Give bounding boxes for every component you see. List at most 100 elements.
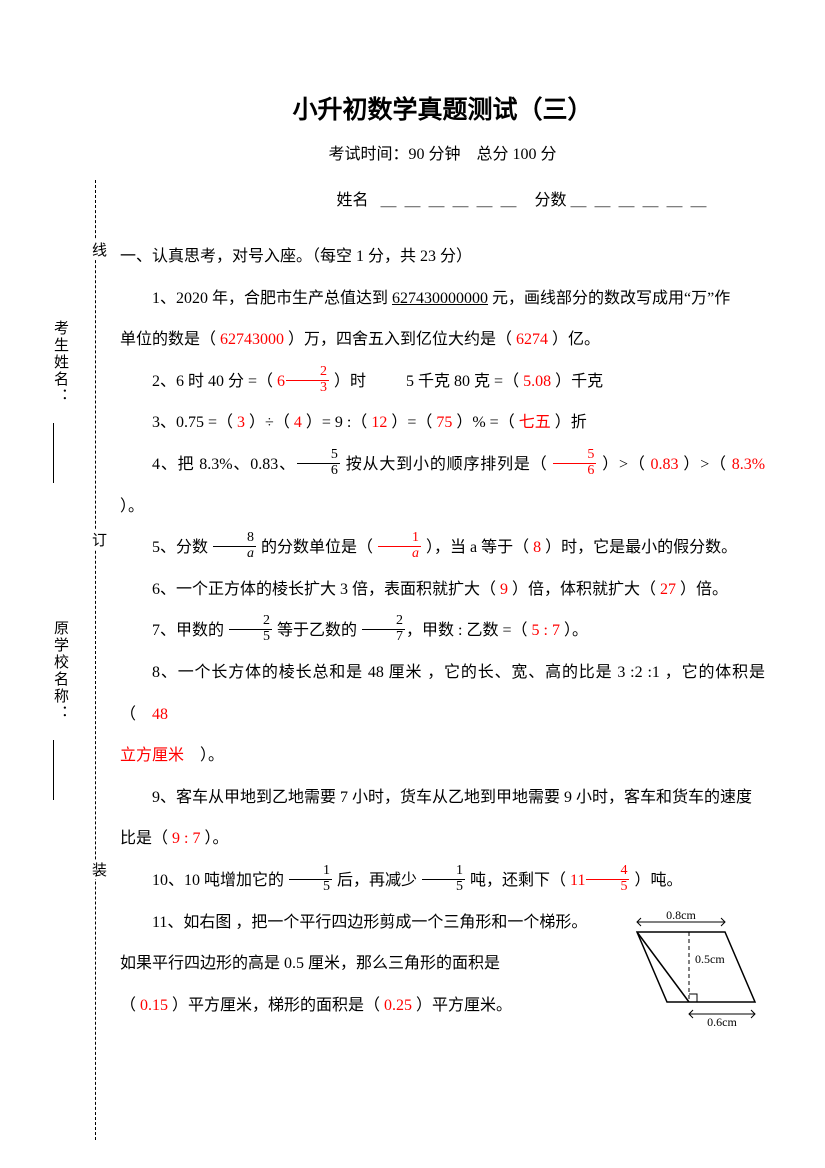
fig-bottom-label: 0.6cm (707, 1015, 737, 1028)
q11-l3c: ）平方厘米。 (412, 997, 512, 1014)
q10: 10、10 吨增加它的 15 后，再减少 15 吨，还剩下（ 1145 ）吨。 (120, 860, 765, 902)
q10-ad: 5 (586, 880, 629, 895)
q4: 4、把 8.3%、0.83、56 按从大到小的顺序排列是（ 56 ）>（ 0.8… (120, 444, 765, 527)
q5-a1: 1a (377, 539, 422, 556)
q10-f1: 15 (289, 864, 332, 894)
q4-post: ）。 (120, 498, 144, 515)
q7: 7、甲数的 25 等于乙数的 27，甲数 : 乙数 =（ 5 : 7 ）。 (120, 610, 765, 652)
q3: 3、0.75 =（ 3 ）÷（ 4 ）= 9 :（ 12 ）=（ 75 ）% =… (120, 402, 765, 444)
q7-m1: 等于乙数的 (273, 622, 361, 639)
q3-m2: ）= 9 :（ (302, 414, 371, 431)
q4-a1: 56 (552, 456, 597, 473)
q10-an: 4 (586, 864, 629, 880)
q4-a2: 0.83 (651, 456, 679, 473)
q8-l1: 8、一个长方体的棱长总和是 48 厘米 ，它的长、宽、高的比是 3 :2 :1 … (120, 664, 765, 723)
q10-f2: 15 (422, 864, 465, 894)
q2a-ans: 623 (277, 373, 330, 390)
label-school-text: 原学校名称： (52, 620, 68, 722)
q1-ans2: 6274 (516, 331, 548, 348)
q7-f2d: 7 (362, 630, 405, 645)
q7-f1: 25 (229, 614, 272, 644)
page-subtitle: 考试时间：90 分钟 总分 100 分 (120, 140, 765, 164)
q1-l2a: 单位的数是（ (120, 331, 220, 348)
q1-underlined: 627430000000 (392, 290, 488, 307)
q6-pre: 6、一个正方体的棱长扩大 3 倍，表面积就扩大（ (152, 581, 500, 598)
q5-m1: 的分数单位是（ (257, 539, 377, 556)
score-label: 分数 (535, 192, 567, 209)
q4-a1d: 6 (553, 464, 596, 479)
name-blank: ＿ ＿ ＿ ＿ ＿ ＿ (380, 186, 518, 210)
blank-line (53, 423, 67, 483)
q3-a1: 3 (237, 414, 245, 431)
q6: 6、一个正方体的棱长扩大 3 倍，表面积就扩大（ 9 ）倍，体积就扩大（ 27 … (120, 569, 765, 611)
q1-line1: 1、2020 年，合肥市生产总值达到 627430000000 元，画线部分的数… (120, 278, 765, 320)
q9-line2: 比是（ 9 : 7 ）。 (120, 818, 765, 860)
q2: 2、6 时 40 分 =（ 623 ）时 5 千克 80 克 =（ 5.08 ）… (120, 361, 765, 403)
q1-post1: 元，画线部分的数改写成用“万”作 (488, 290, 730, 307)
q9-l2b: ）。 (200, 830, 228, 847)
q2a-whole: 6 (277, 373, 285, 390)
q5-a1d: a (378, 547, 421, 562)
q5-fn: 8 (213, 531, 256, 547)
q3-a2: 4 (294, 414, 302, 431)
q4-gt1: ）>（ (597, 456, 650, 473)
q11-figure: 0.8cm 0.5cm 0.6cm (605, 908, 765, 1028)
q8-l2a: 立方厘米 (120, 747, 184, 764)
q10-post: ）吨。 (630, 872, 682, 889)
q3-a3: 12 (371, 414, 387, 431)
q4-frac: 56 (297, 448, 340, 478)
parallelogram-diagram: 0.8cm 0.5cm 0.6cm (605, 908, 765, 1028)
q6-a2: 27 (660, 581, 676, 598)
q10-ans: 1145 (570, 872, 630, 889)
q1-l2b: ）万，四舍五入到亿位大约是（ (284, 331, 516, 348)
marker-xian: 线 (88, 240, 109, 259)
q7-f2n: 2 (362, 614, 405, 630)
q6-a1: 9 (500, 581, 508, 598)
marker-zhuang: 装 (88, 860, 109, 879)
q10-aw: 11 (570, 872, 585, 889)
q2b-ans: 5.08 (523, 373, 551, 390)
section-1-heading: 一、认真思考，对号入座。（每空 1 分，共 23 分） (120, 236, 765, 278)
content-body: 一、认真思考，对号入座。（每空 1 分，共 23 分） 1、2020 年，合肥市… (120, 236, 765, 1028)
page-title: 小升初数学真题测试（三） (120, 90, 765, 126)
q7-f2: 27 (362, 614, 405, 644)
q2a-post: ）时 (330, 373, 366, 390)
label-school: 原学校名称： (50, 620, 71, 804)
q7-ans: 5 : 7 (532, 622, 560, 639)
q3-a5: 七五 (519, 414, 551, 431)
q1-line2: 单位的数是（ 62743000 ）万，四舍五入到亿位大约是（ 6274 ）亿。 (120, 319, 765, 361)
q7-post: ）。 (560, 622, 588, 639)
q7-m2: ，甲数 : 乙数 =（ (406, 622, 531, 639)
q9-line1: 9、客车从甲地到乙地需要 7 小时，货车从乙地到甲地需要 9 小时，客车和货车的… (120, 777, 765, 819)
label-student: 考生姓名： (50, 320, 71, 487)
q5-frac: 8a (213, 531, 256, 561)
q11-l3a: （ (120, 997, 140, 1014)
q11-l3b: ）平方厘米，梯形的面积是（ (168, 997, 384, 1014)
q11-block: 0.8cm 0.5cm 0.6cm 11、如右图 ， (120, 902, 765, 1028)
q2a-d: 3 (286, 381, 329, 396)
q10-f1n: 1 (289, 864, 332, 880)
q2b-pre: 5 千克 80 克 =（ (406, 373, 523, 390)
q9-l2a: 比是（ (120, 830, 172, 847)
q11-a2: 0.25 (384, 997, 412, 1014)
q3-m4: ）% =（ (452, 414, 518, 431)
q4-mid: 按从大到小的顺序排列是（ (341, 456, 553, 473)
q5-fd: a (213, 547, 256, 562)
q5-post: ）时，它是最小的假分数。 (541, 539, 737, 556)
name-label: 姓名 (336, 192, 368, 209)
blank-line (53, 740, 67, 800)
q5-a2: 8 (533, 539, 541, 556)
q8-line1: 8、一个长方体的棱长总和是 48 厘米 ，它的长、宽、高的比是 3 :2 :1 … (120, 652, 765, 735)
q8-line2: 立方厘米 ）。 (120, 735, 765, 777)
q3-post: ）折 (551, 414, 587, 431)
q3-m1: ）÷（ (245, 414, 294, 431)
marker-ding: 订 (88, 530, 109, 549)
q10-m2: 吨，还剩下（ (466, 872, 570, 889)
q4-fn: 5 (297, 448, 340, 464)
q2a-n: 2 (286, 365, 329, 381)
q8-l2b: ）。 (200, 747, 224, 764)
q7-f1d: 5 (229, 630, 272, 645)
q10-pre: 10、10 吨增加它的 (152, 872, 288, 889)
label-student-text: 考生姓名： (52, 320, 68, 405)
name-score-line: 姓名 ＿ ＿ ＿ ＿ ＿ ＿ 分数 ＿ ＿ ＿ ＿ ＿ ＿ (120, 186, 765, 210)
